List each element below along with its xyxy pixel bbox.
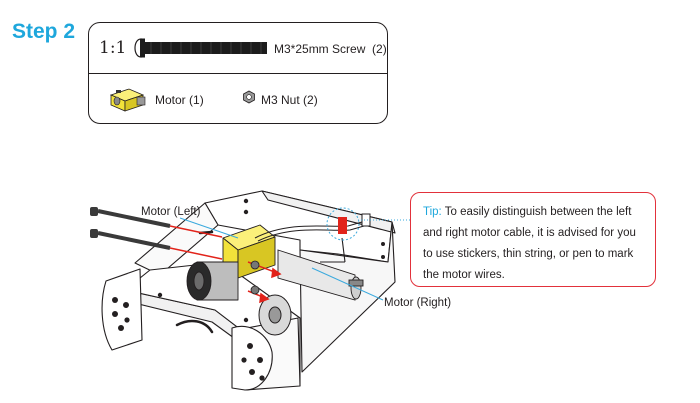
parts-divider — [89, 73, 387, 74]
chassis-holes — [112, 198, 385, 381]
screw-lower — [90, 229, 223, 260]
scale-label: 1:1 — [99, 38, 127, 58]
motor-left-body — [186, 224, 276, 301]
nut-name: M3 Nut — [261, 93, 300, 107]
tip-text: To easily distinguish between the left a… — [423, 206, 636, 281]
motor-right-body — [277, 249, 364, 301]
tip-prefix: Tip: — [423, 206, 442, 218]
nut-quantity: (2) — [303, 93, 318, 107]
hex-nut-icon — [243, 90, 255, 104]
motor-quantity: (1) — [189, 93, 204, 107]
nut-label: M3 Nut (2) — [261, 93, 318, 107]
front-axle-wheel — [258, 294, 292, 336]
parts-list-box: 1:1 M3*25mm Screw (2) Motor (1) M3 Nut (… — [88, 22, 388, 124]
tip-box: Tip: To easily distinguish between the l… — [410, 192, 656, 287]
screw-quantity: (2) — [372, 42, 387, 56]
screw-name: M3*25mm Screw — [274, 42, 366, 56]
callout-lines — [179, 217, 384, 301]
nut-arrows — [247, 260, 282, 304]
motor-label: Motor (1) — [155, 93, 204, 107]
highlight-circle — [326, 207, 360, 241]
screw-icon — [134, 38, 267, 58]
screw-label: M3*25mm Screw (2) — [274, 42, 387, 56]
motor-name: Motor — [155, 93, 186, 107]
left-screws — [90, 207, 223, 260]
screw-upper — [90, 207, 223, 238]
step-title: Step 2 — [12, 20, 76, 43]
gear-motor-icon — [109, 88, 146, 112]
motor-right-label: Motor (Right) — [384, 297, 452, 309]
wire-marker-sticker — [338, 217, 347, 234]
motor-left-label: Motor (Left) — [141, 206, 201, 218]
